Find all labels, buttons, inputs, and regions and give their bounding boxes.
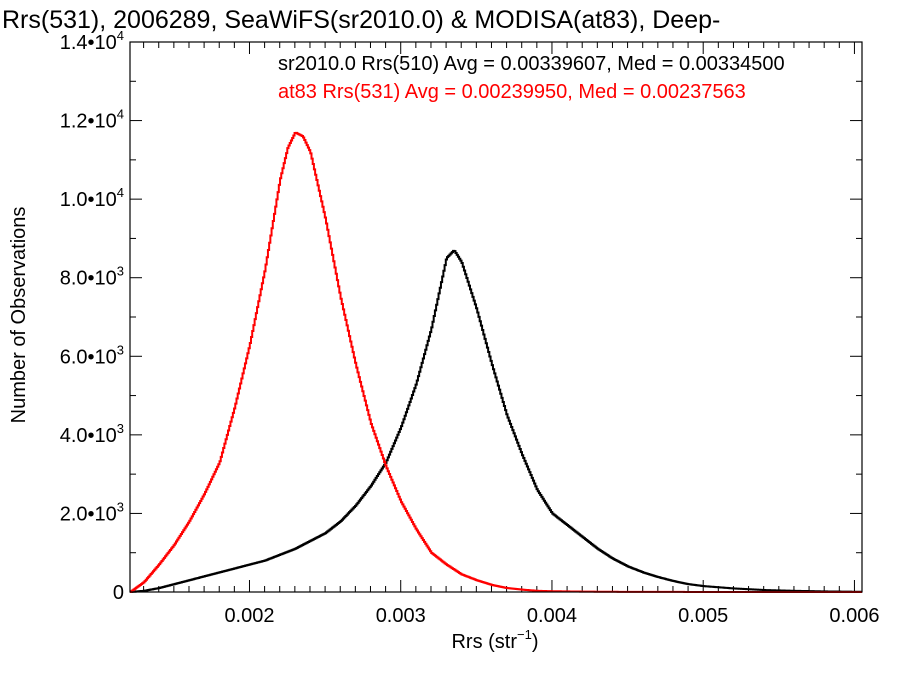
y-tick-label: 1.2•104	[60, 107, 124, 133]
y-tick-label-main: 8.0•10	[60, 268, 117, 290]
x-tick-label: 0.003	[376, 605, 426, 627]
x-axis-title-main: Rrs (str	[451, 631, 517, 653]
y-tick-label-exp: 3	[117, 499, 124, 514]
chart-title: Rrs(531), 2006289, SeaWiFS(sr2010.0) & M…	[2, 6, 720, 34]
y-tick-label-main: 1.4•10	[60, 32, 117, 54]
y-tick-label: 6.0•103	[60, 342, 124, 368]
y-tick-label-main: 1.2•10	[60, 111, 117, 133]
plot-frame	[129, 41, 863, 593]
x-axis-title-close: )	[532, 631, 539, 653]
stats-annotations: sr2010.0 Rrs(510) Avg = 0.00339607, Med …	[278, 53, 785, 103]
y-tick-label-main: 4.0•10	[60, 425, 117, 447]
y-tick-label: 4.0•103	[60, 421, 124, 447]
x-axis-title: Rrs (str−1)	[451, 627, 538, 653]
x-tick-label: 0.006	[829, 605, 879, 627]
x-tick-label: 0.004	[527, 605, 577, 627]
y-tick-label-exp: 3	[117, 342, 124, 357]
y-tick-label-exp: 3	[117, 264, 124, 279]
y-tick-label: 8.0•103	[60, 264, 124, 290]
y-tick-label: 1.4•104	[60, 28, 124, 54]
y-tick-labels: 02.0•1034.0•1036.0•1038.0•1031.0•1041.2•…	[60, 28, 124, 604]
y-tick-label-exp: 4	[117, 185, 124, 200]
x-axis-title-sup: −1	[517, 627, 532, 642]
axis-ticks	[130, 41, 862, 593]
y-tick-label-exp: 4	[117, 107, 124, 122]
y-tick-label: 2.0•103	[60, 499, 124, 525]
x-tick-label: 0.002	[224, 605, 274, 627]
y-tick-label-main: 6.0•10	[60, 346, 117, 368]
y-tick-label-main: 1.0•10	[60, 189, 117, 211]
annotation-sr2010: sr2010.0 Rrs(510) Avg = 0.00339607, Med …	[278, 53, 785, 75]
y-tick-label: 1.0•104	[60, 185, 124, 211]
y-axis-title: Number of Observations	[8, 207, 30, 424]
y-tick-label-main: 0	[113, 582, 124, 604]
y-tick-label: 0	[113, 582, 124, 604]
series-line-0	[130, 249, 862, 593]
x-tick-label: 0.005	[678, 605, 728, 627]
series-line-1	[130, 131, 862, 593]
series-lines	[130, 131, 862, 593]
y-tick-label-main: 2.0•10	[60, 503, 117, 525]
x-tick-labels: 0.002 0.003 0.004 0.005 0.006	[224, 605, 879, 627]
y-tick-label-exp: 3	[117, 421, 124, 436]
annotation-at83: at83 Rrs(531) Avg = 0.00239950, Med = 0.…	[278, 81, 746, 103]
y-tick-label-exp: 4	[117, 28, 124, 43]
